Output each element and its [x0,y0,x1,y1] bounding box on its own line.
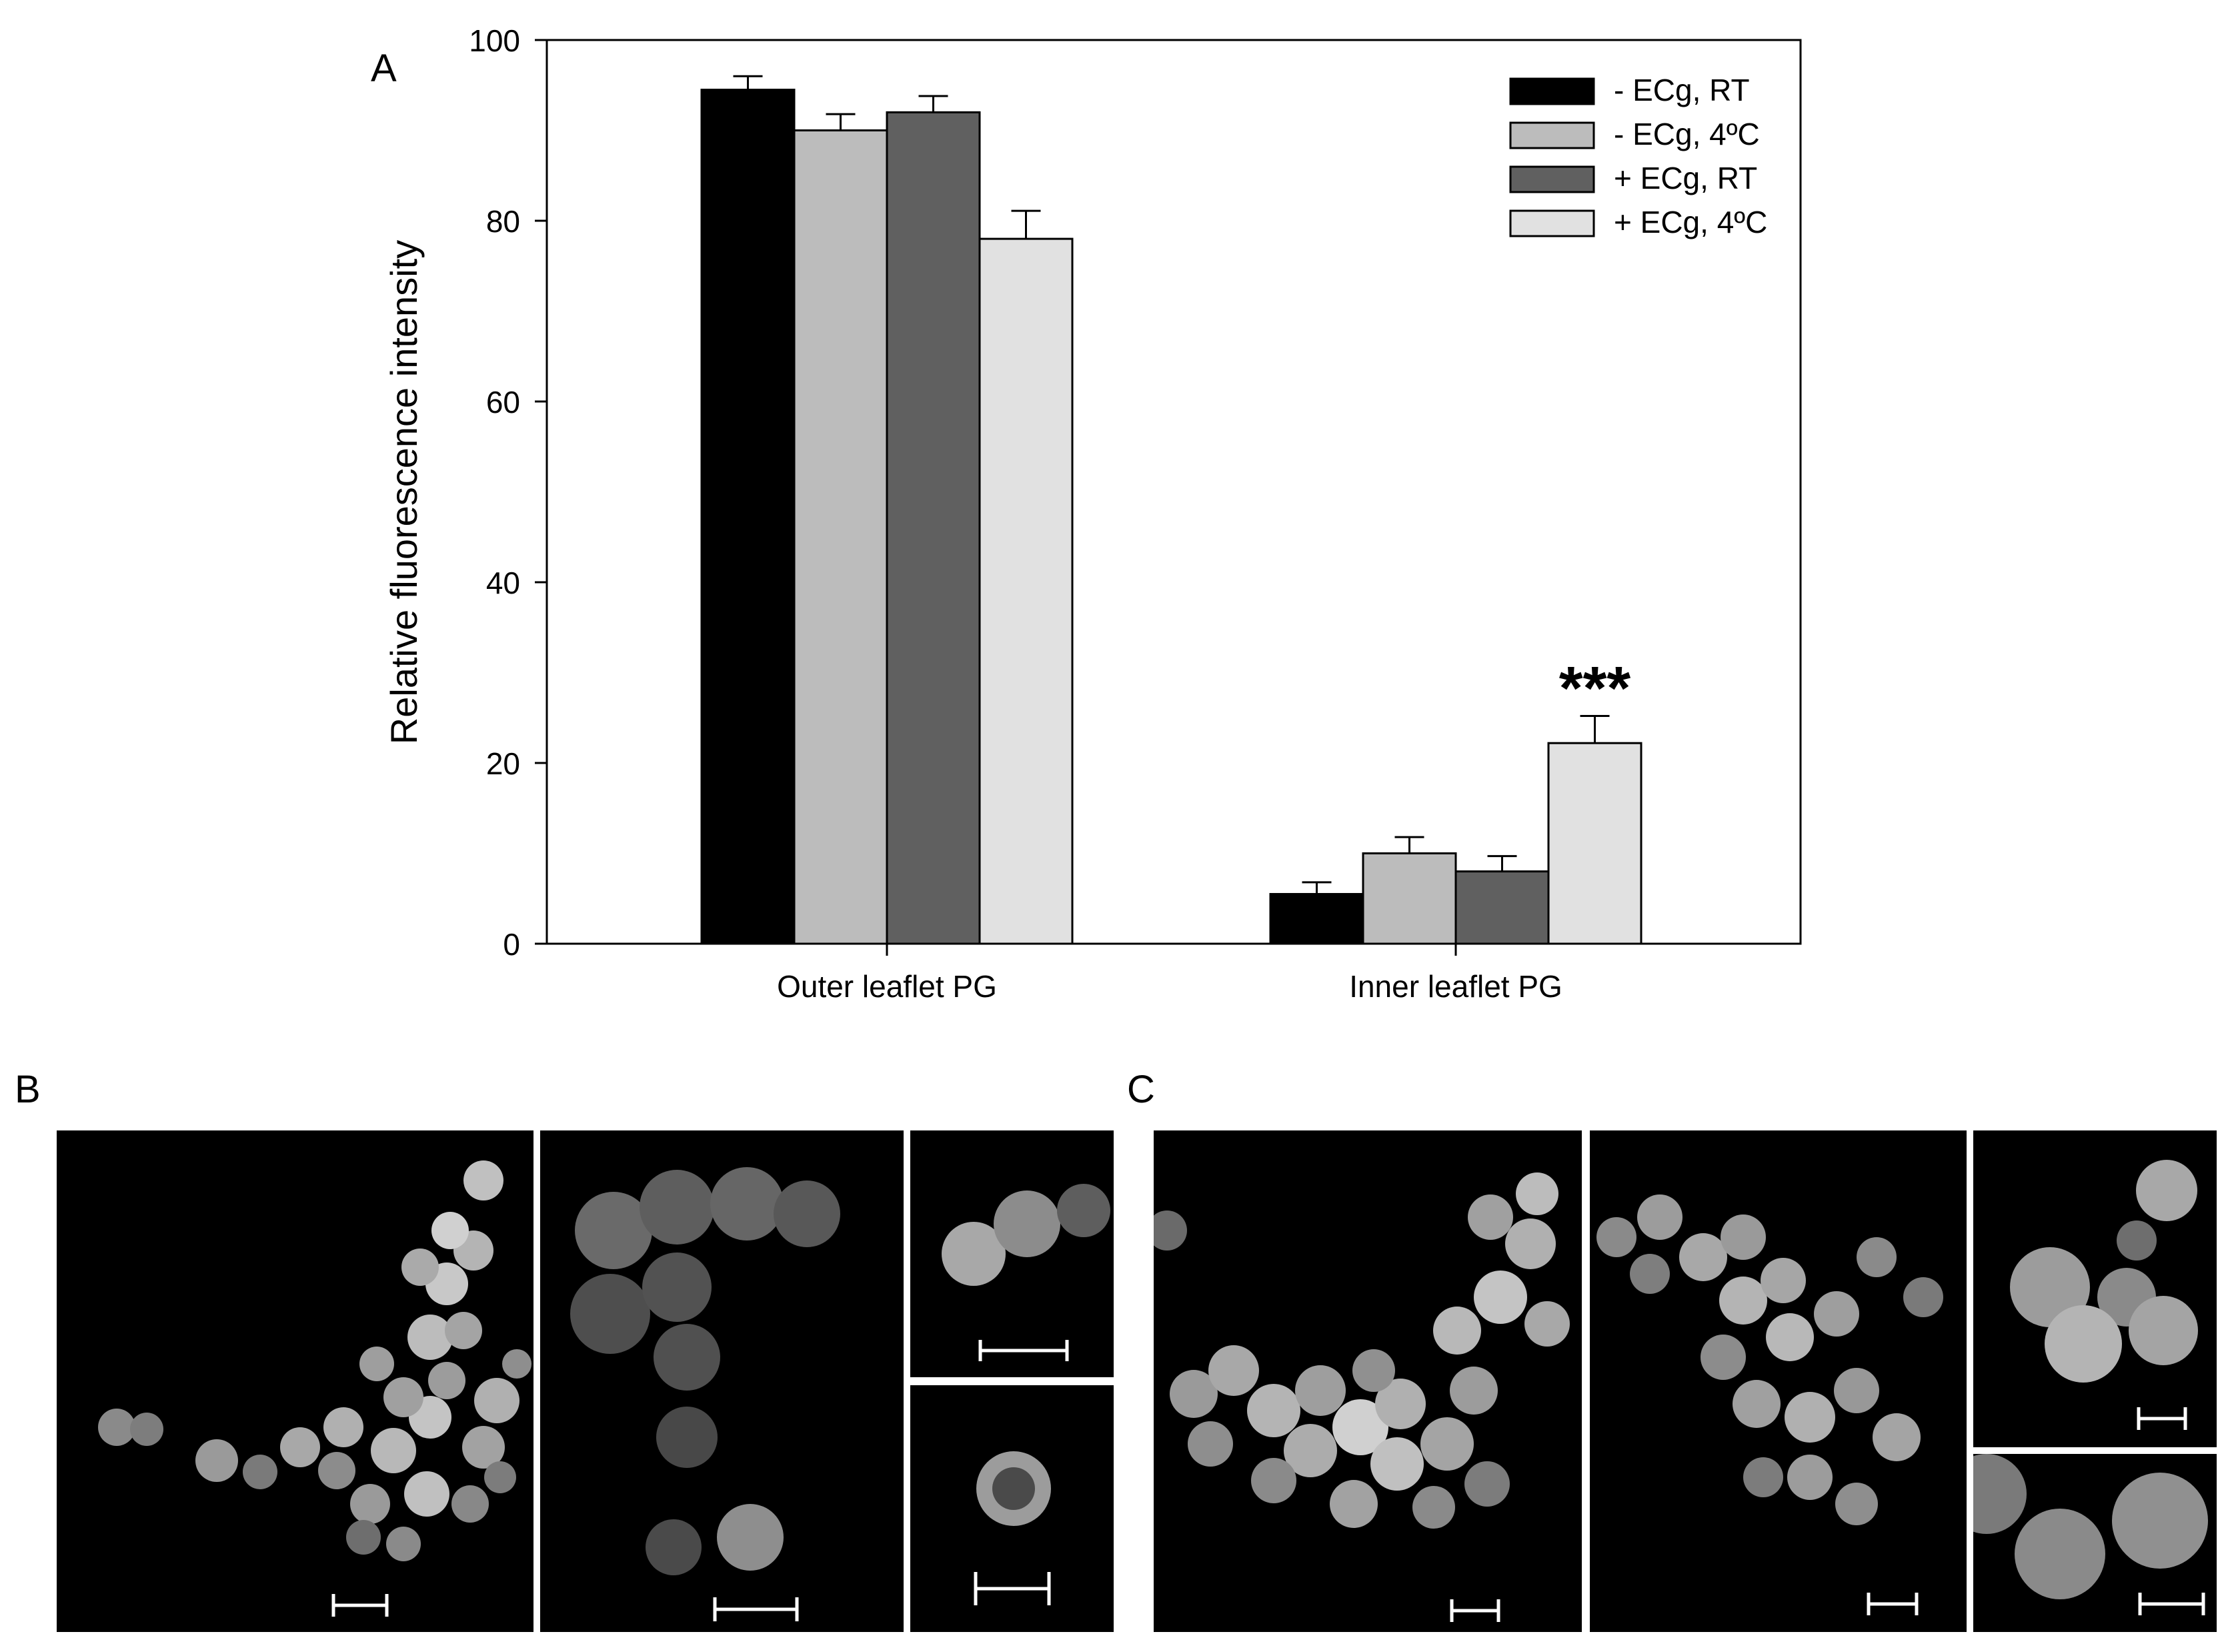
cell-cluster [1596,1194,1943,1525]
cell-cluster [98,1160,531,1561]
error-bars-group [733,75,1610,894]
bar-chart: 0 20 40 60 80 100 Outer leaflet PG Inner leafl… [371,23,1802,1004]
panel-letter-c: C [1127,1068,1155,1111]
bar [793,129,888,945]
legend-swatch [1509,121,1595,149]
y-axis-label: Relative fluorescence intensity [383,240,425,744]
panel-letter-b: B [15,1068,41,1111]
micrograph-c-inset-lower [1973,1454,2217,1632]
micrograph-b-2 [540,1130,904,1632]
bar [1269,892,1364,945]
y-tick-label: 0 [503,927,520,962]
micrograph-b-inset-upper [910,1130,1114,1377]
cell-cluster [570,1167,840,1575]
scale-bar [978,1340,1069,1361]
legend-label: + ECg, 4ºC [1614,205,1767,239]
bar [700,89,796,945]
x-tick-label: Outer leaflet PG [777,969,997,1004]
legend-label: + ECg, RT [1614,161,1757,195]
y-tick-label: 40 [486,566,520,600]
micrograph-c-2 [1590,1130,1967,1632]
legend: - ECg, RT - ECg, 4ºC + ECg, RT + ECg, 4ºC [1509,73,1767,239]
cell-cluster [1973,1454,2208,1599]
legend-swatch [1509,165,1595,193]
y-tick-label: 20 [486,746,520,781]
bar [1362,852,1457,945]
scale-bar [1867,1593,1919,1615]
bar [978,237,1074,945]
cell-cluster [942,1184,1110,1286]
bar [1547,742,1642,945]
legend-label: - ECg, 4ºC [1614,117,1760,151]
micrograph-c-inset-upper [1973,1130,2217,1447]
legend-label: - ECg, RT [1614,73,1750,107]
scale-bar [2137,1407,2187,1430]
y-tick-label: 100 [469,23,520,58]
y-tick-label: 80 [486,204,520,239]
x-tick-label: Inner leaflet PG [1349,969,1562,1004]
bars-group [700,89,1642,945]
micrograph-b-inset-lower [910,1385,1114,1632]
scale-bar [331,1594,389,1617]
panel-letter-a: A [371,47,397,90]
bar [886,111,981,945]
legend-swatch [1509,77,1595,105]
significance-annotation: *** [1559,655,1631,723]
cell-cluster [1154,1172,1570,1529]
plot-frame [545,39,1802,945]
legend-swatch [1509,209,1595,237]
x-axis-ticks: Outer leaflet PG Inner leaflet PG [777,944,1562,1004]
y-tick-label: 60 [486,385,520,420]
scale-bar [1450,1599,1500,1622]
cell-cluster [976,1451,1051,1526]
bar [1454,870,1550,945]
micrograph-b-1 [57,1130,533,1632]
y-axis-ticks: 0 20 40 60 80 100 [469,23,547,962]
micrograph-c-1 [1154,1130,1582,1632]
scale-bar [2138,1593,2205,1615]
cell-cluster [2010,1160,2198,1383]
scale-bar [713,1597,799,1621]
scale-bar [974,1572,1051,1605]
